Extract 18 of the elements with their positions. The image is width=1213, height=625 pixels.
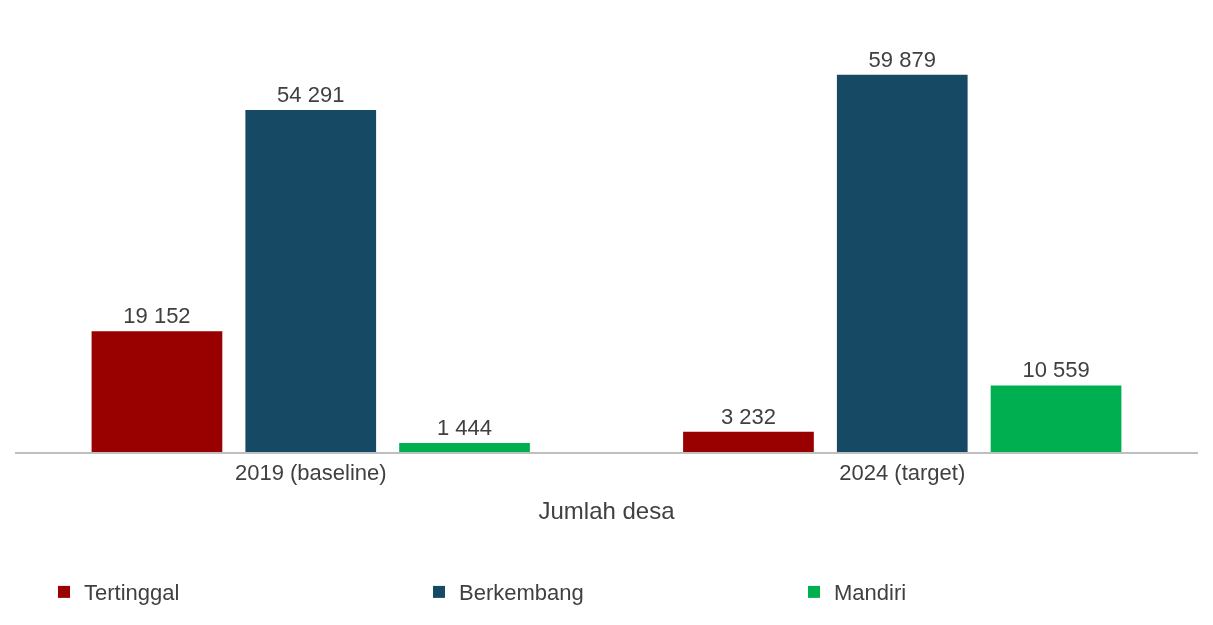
x-axis-title: Jumlah desa (538, 496, 676, 524)
x-tick-label: 2024 (target) (839, 460, 966, 486)
legend-label: Mandiri (834, 580, 907, 606)
legend-label: Berkembang (459, 580, 584, 606)
bar (399, 442, 530, 452)
x-tick-label: 2019 (baseline) (234, 460, 387, 486)
data-label: 10 559 (1022, 357, 1090, 383)
data-label: 54 291 (277, 82, 345, 108)
bar (990, 385, 1122, 452)
bar (683, 431, 814, 452)
bar (91, 331, 223, 452)
data-label: 19 152 (123, 303, 191, 329)
legend-label: Tertinggal (84, 580, 180, 606)
data-label: 59 879 (868, 46, 936, 72)
bar (836, 74, 968, 452)
data-label: 3 232 (720, 403, 776, 429)
bar (245, 110, 377, 452)
data-label: 1 444 (437, 414, 493, 440)
